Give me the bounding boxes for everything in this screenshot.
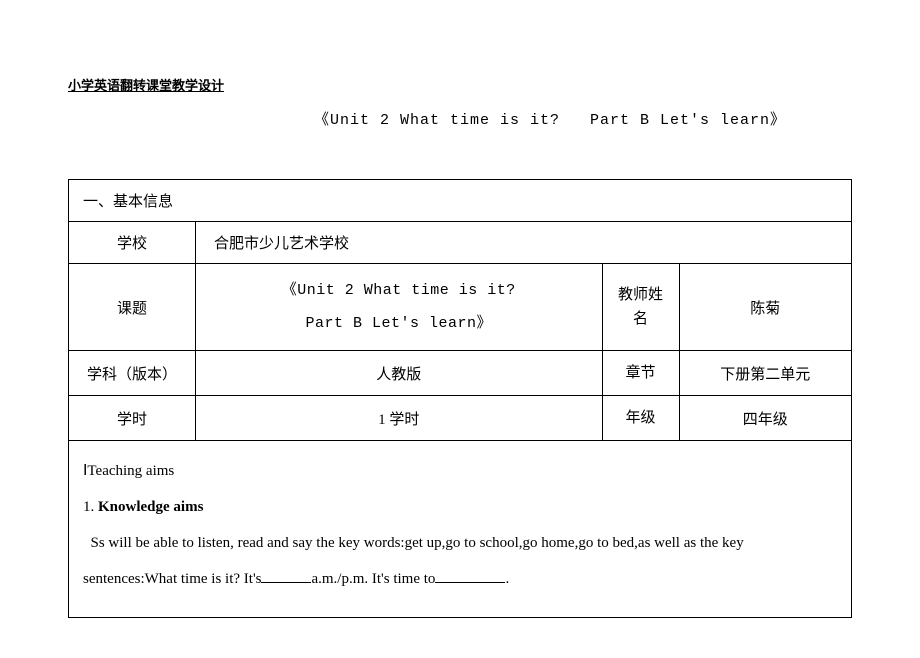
row-subject: 学科（版本） 人教版 章节 下册第二单元 [69,351,852,396]
row-content: ⅠTeaching aims 1. Knowledge aims Ss will… [69,441,852,618]
subject-label: 学科（版本） [69,351,196,396]
knowledge-aims-title: Knowledge aims [98,499,203,515]
lesson-plan-table: 一、基本信息 学校 合肥市少儿艺术学校 课题 《Unit 2 What time… [68,179,852,618]
row-school: 学校 合肥市少儿艺术学校 [69,222,852,264]
chapter-value: 下册第二单元 [679,351,851,396]
topic-line1: 《Unit 2 What time is it? [282,282,516,299]
section-basic-info: 一、基本信息 [69,180,852,222]
chapter-label: 章节 [602,351,679,396]
school-value: 合肥市少儿艺术学校 [196,222,852,264]
grade-label: 年级 [602,396,679,441]
topic-value: 《Unit 2 What time is it? Part B Let's le… [196,264,603,351]
row-topic: 课题 《Unit 2 What time is it? Part B Let's… [69,264,852,351]
doc-header: 小学英语翻转课堂教学设计 [68,75,852,94]
topic-line2: Part B Let's learn》 [306,315,493,332]
teaching-aims-heading: ⅠTeaching aims [83,463,174,479]
section-basic-info-title: 一、基本信息 [69,180,852,222]
school-label: 学校 [69,222,196,264]
teacher-value: 陈菊 [679,264,851,351]
topic-label: 课题 [69,264,196,351]
subject-value: 人教版 [196,351,603,396]
content-body-3: . [505,571,509,587]
content-body-2: a.m./p.m. It's time to [311,571,435,587]
teacher-label: 教师姓名 [602,264,679,351]
grade-value: 四年级 [679,396,851,441]
period-label: 学时 [69,396,196,441]
period-value: 1 学时 [196,396,603,441]
blank-2 [435,567,505,583]
row-period: 学时 1 学时 年级 四年级 [69,396,852,441]
knowledge-aims-num: 1. [83,499,98,515]
unit-title: 《Unit 2 What time is it? Part B Let's le… [248,108,852,129]
blank-1 [261,567,311,583]
